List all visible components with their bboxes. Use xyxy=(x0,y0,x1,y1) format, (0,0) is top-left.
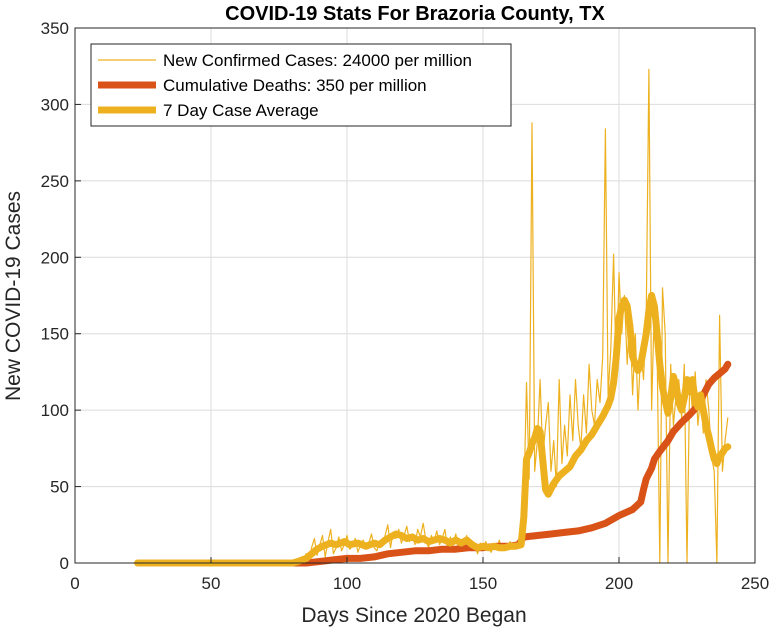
x-tick-label: 150 xyxy=(469,574,497,593)
x-axis-label: Days Since 2020 Began xyxy=(301,604,526,627)
y-tick-label: 100 xyxy=(41,401,69,420)
legend-box xyxy=(90,43,512,127)
ticks: 0 50 100 150 200 250 0 50 100 150 200 250 300 350 xyxy=(41,19,770,593)
y-tick-label: 250 xyxy=(41,172,69,191)
x-tick-label: 50 xyxy=(202,574,221,593)
chart-title: COVID-19 Stats For Brazoria County, TX xyxy=(225,3,605,25)
x-tick-label: 250 xyxy=(741,574,769,593)
legend-label-cumulative-deaths: Cumulative Deaths: 350 per million xyxy=(163,76,427,95)
legend: New Confirmed Cases: 24000 per million C… xyxy=(90,43,512,127)
y-tick-label: 350 xyxy=(41,19,69,38)
y-axis-label: New COVID-19 Cases xyxy=(2,191,25,401)
x-tick-label: 100 xyxy=(333,574,361,593)
legend-label-7-day-average: 7 Day Case Average xyxy=(163,101,319,120)
axes-box xyxy=(74,27,756,564)
x-tick-label: 200 xyxy=(605,574,633,593)
y-tick-label: 50 xyxy=(50,478,69,497)
legend-label-new-cases: New Confirmed Cases: 24000 per million xyxy=(163,51,472,70)
series-cumulative-deaths xyxy=(289,360,732,567)
y-tick-label: 150 xyxy=(41,325,69,344)
series-7-day-average xyxy=(134,292,732,567)
x-tick-label: 0 xyxy=(70,574,79,593)
series-lines xyxy=(134,68,732,567)
y-tick-label: 0 xyxy=(60,554,69,573)
y-tick-label: 300 xyxy=(41,95,69,114)
y-tick-label: 200 xyxy=(41,248,69,267)
